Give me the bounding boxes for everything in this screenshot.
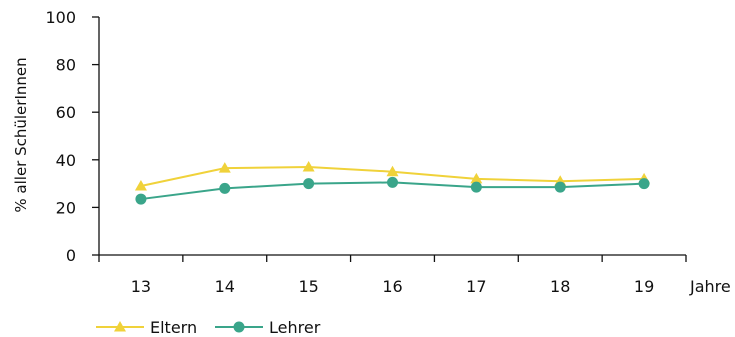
series-lehrer [135, 176, 650, 205]
x-tick-label: 16 [382, 277, 402, 296]
x-tick-label: 13 [131, 277, 151, 296]
data-point-lehrer [638, 178, 650, 190]
legend-label-lehrer: Lehrer [269, 318, 321, 337]
x-tick-label: 17 [466, 277, 486, 296]
x-ticks: 13 14 15 16 17 18 19 [98, 255, 687, 296]
x-axis-label: Jahre [689, 277, 731, 296]
data-point-lehrer [135, 193, 147, 205]
data-point-lehrer [470, 181, 482, 193]
data-point-lehrer [387, 176, 398, 188]
y-tick-label: 80 [56, 56, 76, 75]
axes [98, 17, 686, 256]
y-ticks: 0 20 40 60 80 100 [45, 8, 99, 265]
legend-label-eltern: Eltern [150, 318, 197, 337]
x-tick-label: 18 [550, 277, 570, 296]
x-tick-label: 19 [634, 277, 654, 296]
legend-marker-lehrer [233, 321, 245, 333]
y-tick-label: 60 [56, 103, 76, 122]
data-point-eltern [302, 160, 315, 172]
series-layer [134, 160, 651, 205]
legend: Eltern Lehrer [96, 318, 321, 337]
data-point-lehrer [554, 181, 566, 193]
x-tick-label: 14 [215, 277, 235, 296]
y-tick-label: 0 [66, 246, 76, 265]
data-point-lehrer [219, 182, 231, 194]
y-axis-label: % aller SchülerInnen [12, 57, 30, 212]
y-tick-label: 100 [45, 8, 76, 27]
legend-marker-eltern [114, 321, 126, 332]
data-point-eltern [470, 172, 483, 184]
y-tick-label: 40 [56, 151, 76, 170]
x-tick-label: 15 [298, 277, 318, 296]
data-point-eltern [386, 165, 399, 177]
legend-item-eltern: Eltern [96, 318, 197, 337]
legend-item-lehrer: Lehrer [215, 318, 321, 337]
data-point-eltern [134, 179, 147, 191]
y-tick-label: 20 [56, 198, 76, 217]
data-point-eltern [218, 162, 231, 173]
data-point-lehrer [303, 178, 315, 190]
